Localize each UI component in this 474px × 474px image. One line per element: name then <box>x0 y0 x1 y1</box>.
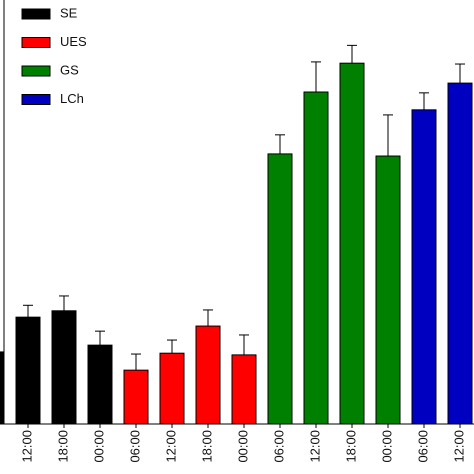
bar <box>411 109 437 425</box>
bar <box>231 354 257 425</box>
bar <box>303 91 329 425</box>
x-tick-label: 00:00 <box>91 430 106 463</box>
x-tick-label: 00:00 <box>379 430 394 463</box>
bar <box>447 82 473 425</box>
bar <box>339 62 365 425</box>
bar <box>0 351 5 425</box>
legend-swatch <box>21 65 51 77</box>
legend-swatch <box>21 94 51 105</box>
x-tick-label: 12:00 <box>307 430 322 463</box>
x-tick-label: 00:00 <box>235 430 250 463</box>
legend-label: GS <box>60 62 79 77</box>
x-tick-label: 12:00 <box>163 430 178 463</box>
x-tick-label: 12:00 <box>451 430 466 463</box>
bar <box>15 316 41 425</box>
bar <box>267 153 293 425</box>
bar <box>51 310 77 425</box>
bar <box>123 369 149 425</box>
bar <box>195 325 221 425</box>
legend-label: SE <box>60 5 78 20</box>
x-tick-label: 06:00 <box>271 430 286 463</box>
x-tick-label: 06:00 <box>415 430 430 463</box>
bar <box>87 344 113 425</box>
x-tick-label: 06:00 <box>127 430 142 463</box>
x-tick-label: 12:00 <box>19 430 34 463</box>
bar <box>159 352 185 425</box>
legend-label: UES <box>60 34 87 49</box>
legend-label: LCh <box>60 91 84 106</box>
bar <box>375 155 401 425</box>
x-tick-label: 18:00 <box>55 430 70 463</box>
x-tick-label: 18:00 <box>199 430 214 463</box>
legend-swatch <box>21 37 51 48</box>
legend-swatch <box>21 8 51 20</box>
x-tick-label: 18:00 <box>343 430 358 463</box>
